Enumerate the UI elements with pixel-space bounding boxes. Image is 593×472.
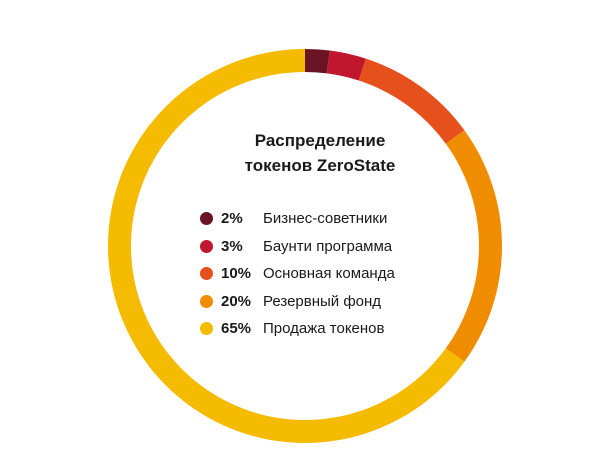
legend-label-core-team: Основная команда — [263, 265, 395, 283]
donut-segments — [107, 49, 502, 443]
legend-percent-bounty-program: 3% — [221, 237, 243, 255]
legend-dot-business-advisors — [200, 212, 213, 226]
chart-title-line-2: токенов ZeroState — [244, 156, 396, 175]
legend-dot-bounty-program — [200, 239, 213, 253]
legend-label-token-sale: Продажа токенов — [263, 320, 385, 338]
legend-dot-reserve-fund — [200, 294, 213, 308]
chart-center: Распределение токенов ZeroState 2% Бизне… — [180, 128, 430, 359]
legend-item-bounty-program: 3% Баунти программа — [200, 233, 430, 261]
legend-item-token-sale: 65% Продажа токенов — [200, 315, 430, 343]
legend-percent-core-team: 10% — [221, 265, 252, 283]
legend-item-business-advisors: 2% Бизнес-советники — [200, 205, 430, 233]
legend-label-reserve-fund: Резервный фонд — [263, 292, 382, 310]
legend-percent-reserve-fund: 20% — [221, 292, 252, 310]
donut-segment-business-advisors — [305, 49, 330, 74]
donut-segment-core-team — [358, 58, 465, 144]
legend-label-bounty-program: Баунти программа — [263, 237, 393, 255]
legend-percent-business-advisors: 2% — [221, 210, 243, 228]
legend-dot-core-team — [200, 267, 213, 281]
legend-item-reserve-fund: 20% Резервный фонд — [200, 288, 430, 316]
donut-segment-bounty-program — [326, 50, 366, 81]
legend-item-core-team: 10% Основная команда — [200, 260, 430, 288]
chart-title-line-1: Распределение — [254, 131, 386, 150]
chart-title: Распределение токенов ZeroState — [230, 128, 410, 178]
chart-legend: 2% Бизнес-советники 3% Баунти программа … — [200, 205, 430, 343]
donut-segment-reserve-fund — [445, 130, 502, 362]
legend-dot-token-sale — [200, 322, 213, 336]
legend-percent-token-sale: 65% — [221, 320, 252, 338]
legend-label-business-advisors: Бизнес-советники — [263, 210, 388, 228]
